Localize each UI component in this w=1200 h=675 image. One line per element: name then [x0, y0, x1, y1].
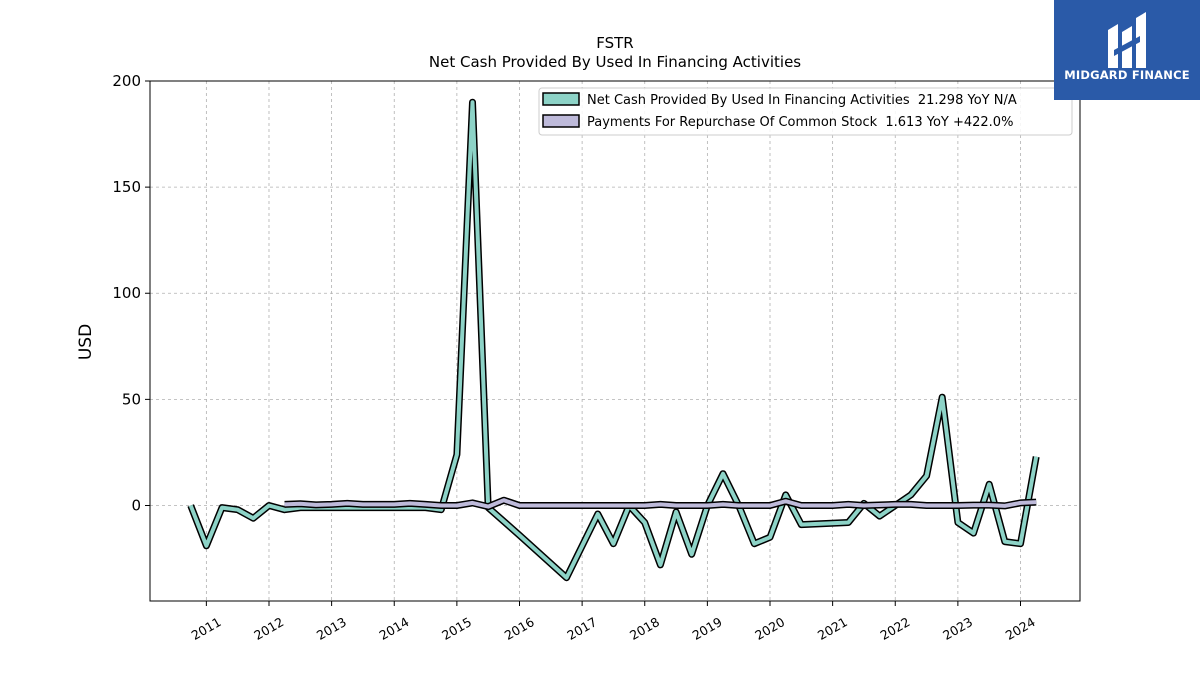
legend-swatch-financing [542, 92, 580, 106]
x-tick-label: 2021 [815, 614, 850, 643]
logo-text: MIDGARD FINANCE [1064, 68, 1190, 82]
x-tick-label: 2015 [439, 614, 474, 643]
x-tick-label: 2014 [376, 614, 411, 643]
x-axis: 2011 2012 2013 2014 2015 2016 2017 2018 2019 2020… [189, 601, 1038, 643]
chart-subtitle: Net Cash Provided By Used In Financing A… [429, 53, 801, 71]
x-tick-label: 2019 [690, 614, 725, 643]
midgard-logo-icon [1108, 12, 1146, 68]
legend: Net Cash Provided By Used In Financing A… [538, 87, 1073, 136]
x-tick-label: 2012 [251, 614, 286, 643]
plot-frame [149, 80, 1081, 602]
y-tick-label: 200 [112, 72, 141, 90]
logo-badge: MIDGARD FINANCE [1054, 0, 1200, 100]
legend-box [538, 87, 1073, 136]
x-tick-label: 2013 [314, 614, 349, 643]
x-tick-label: 2023 [940, 614, 975, 643]
chart-title: FSTR [596, 34, 633, 52]
legend-label-financing: Net Cash Provided By Used In Financing A… [587, 93, 1017, 108]
x-tick-label: 2020 [752, 614, 787, 643]
y-tick-label: 100 [112, 284, 141, 302]
series-layer [187, 98, 1040, 582]
y-tick-label: 50 [122, 390, 141, 408]
y-tick-label: 0 [131, 496, 141, 514]
legend-label-repurchase: Payments For Repurchase Of Common Stock … [587, 115, 1013, 130]
x-tick-label: 2017 [564, 614, 599, 643]
y-tick-label: 150 [112, 178, 141, 196]
series-repurchase-line [284, 498, 1037, 509]
x-tick-label: 2024 [1003, 614, 1038, 643]
x-tick-label: 2018 [627, 614, 662, 643]
x-tick-label: 2011 [189, 614, 224, 643]
y-axis: 0 50 100 150 200 [112, 72, 150, 514]
x-tick-label: 2016 [502, 614, 537, 643]
y-axis-label: USD [76, 324, 96, 360]
x-tick-label: 2022 [877, 614, 912, 643]
grid [150, 80, 1080, 601]
legend-swatch-repurchase [542, 114, 580, 128]
